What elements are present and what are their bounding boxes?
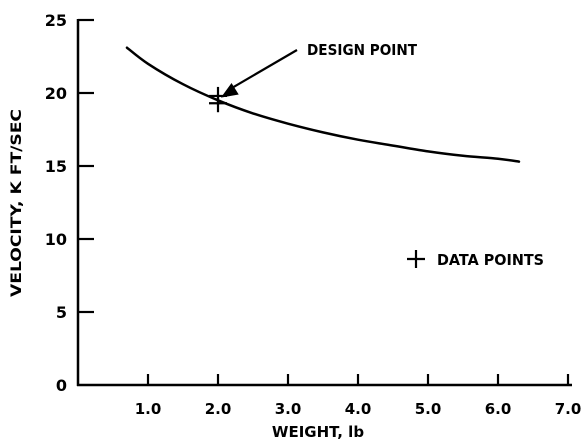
design-point-annotation: DESIGN POINT (220, 41, 418, 98)
x-tick-label: 7.0 (555, 400, 582, 418)
y-ticks: 0 5 10 15 20 25 (45, 11, 94, 395)
y-tick-label: 5 (56, 303, 67, 322)
y-tick-label: 15 (45, 157, 67, 176)
design-point-label: DESIGN POINT (307, 41, 418, 59)
x-tick-label: 2.0 (205, 400, 232, 418)
y-tick-label: 10 (45, 230, 67, 249)
x-axis-label: WEIGHT, lb (272, 423, 364, 441)
x-tick-label: 6.0 (485, 400, 512, 418)
legend-marker (407, 250, 425, 268)
design-point-arrow-head (220, 83, 239, 98)
x-tick-label: 3.0 (275, 400, 302, 418)
y-tick-label: 25 (45, 11, 67, 30)
x-tick-label: 5.0 (415, 400, 442, 418)
x-tick-label: 4.0 (345, 400, 372, 418)
legend: DATA POINTS (407, 250, 544, 269)
y-axis-label: VELOCITY, K FT/SEC (9, 109, 25, 297)
x-tick-label: 1.0 (135, 400, 162, 418)
x-ticks: 1.0 2.0 3.0 4.0 5.0 6.0 7.0 (135, 374, 582, 418)
data-points (209, 86, 227, 113)
legend-label: DATA POINTS (437, 251, 544, 269)
y-tick-label: 0 (56, 376, 67, 395)
series-line (125, 46, 521, 163)
y-tick-label: 20 (45, 84, 67, 103)
design-point-arrow-line (231, 49, 298, 89)
